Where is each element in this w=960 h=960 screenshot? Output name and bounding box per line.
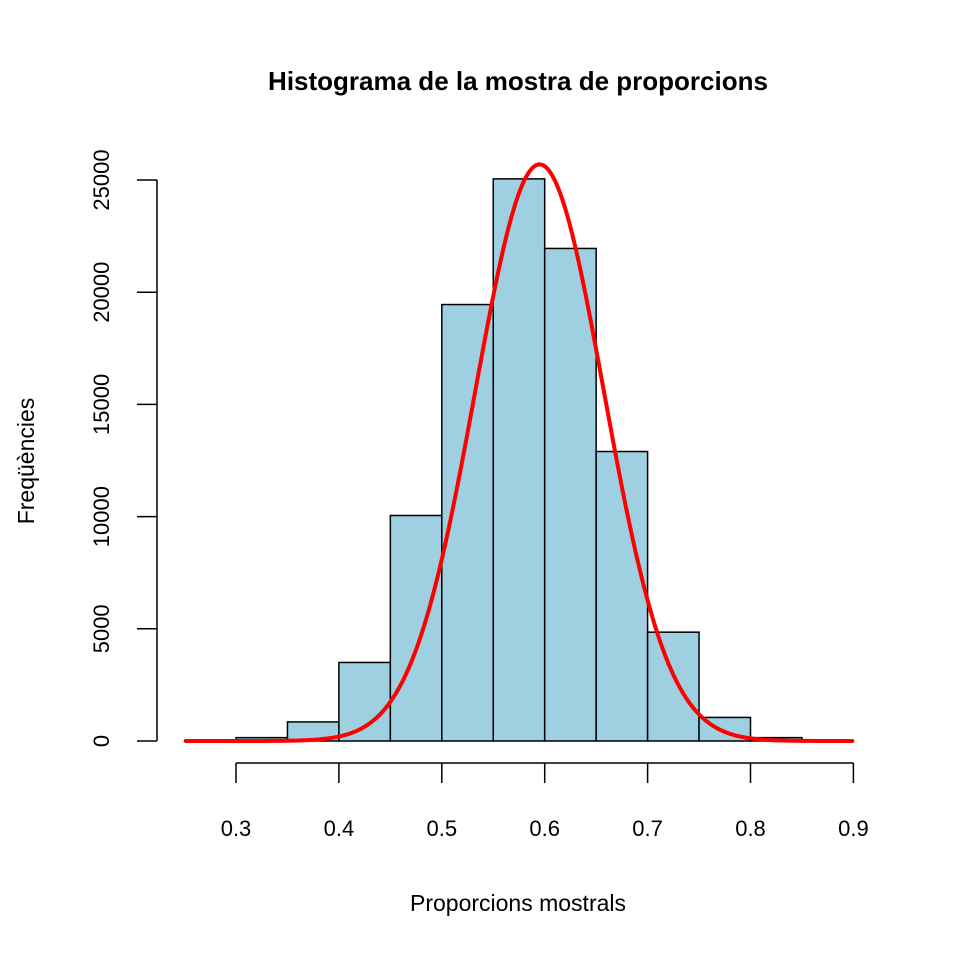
histogram-bar [389,514,443,742]
density-curve [184,162,854,743]
y-tick-label: 0 [89,735,114,747]
y-tick-label: 5000 [89,604,114,653]
x-tick-label: 0.3 [221,816,252,841]
x-axis: 0.3 0.4 0.5 0.6 0.7 0.8 0.9 [221,762,869,841]
y-tick-label: 15000 [89,374,114,435]
x-tick-label: 0.6 [529,816,560,841]
histogram-bar [338,661,392,742]
x-axis-label: Proporcions mostrals [410,890,626,916]
histogram-bar [543,247,597,742]
x-tick-label: 0.4 [324,816,355,841]
x-tick-label: 0.7 [632,816,663,841]
y-axis: 0 5000 10000 15000 20000 25000 [89,149,158,747]
x-tick-label: 0.5 [427,816,458,841]
y-tick-label: 20000 [89,262,114,323]
histogram-bar [595,450,649,742]
x-tick-label: 0.8 [735,816,766,841]
histogram-bar [646,631,700,742]
x-tick-label: 0.9 [838,816,869,841]
y-tick-label: 10000 [89,486,114,547]
chart-title: Histograma de la mostra de proporcions [268,66,768,96]
y-axis-label: Freqüències [13,398,39,525]
histogram-bars [183,178,855,742]
y-tick-label: 25000 [89,149,114,210]
histogram-bar [492,178,546,742]
